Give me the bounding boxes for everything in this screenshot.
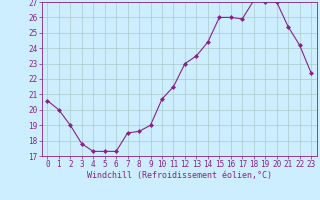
X-axis label: Windchill (Refroidissement éolien,°C): Windchill (Refroidissement éolien,°C) [87,171,272,180]
